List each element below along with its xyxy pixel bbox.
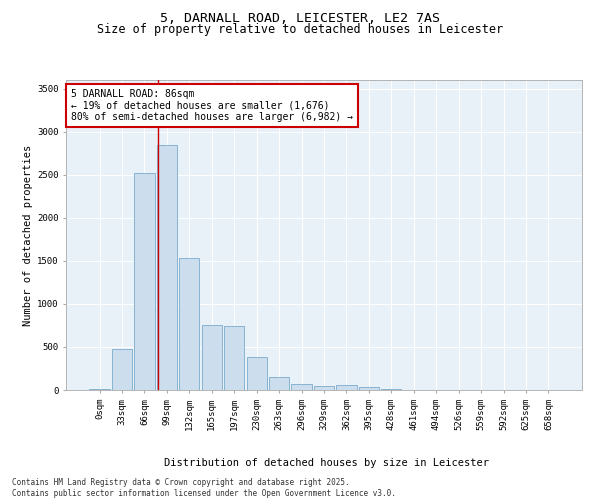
Text: 5, DARNALL ROAD, LEICESTER, LE2 7AS: 5, DARNALL ROAD, LEICESTER, LE2 7AS [160,12,440,26]
Text: Distribution of detached houses by size in Leicester: Distribution of detached houses by size … [164,458,490,468]
Bar [157,146,177,390]
Bar [314,386,334,390]
Bar [247,358,267,390]
Y-axis label: Number of detached properties: Number of detached properties [23,144,32,326]
Bar [224,326,244,390]
Bar [112,348,132,390]
Bar [202,326,222,390]
Text: Contains HM Land Registry data © Crown copyright and database right 2025.
Contai: Contains HM Land Registry data © Crown c… [12,478,396,498]
Text: Size of property relative to detached houses in Leicester: Size of property relative to detached ho… [97,22,503,36]
Bar [269,376,289,390]
Bar [359,386,379,390]
Bar [292,384,311,390]
Text: 5 DARNALL ROAD: 86sqm
← 19% of detached houses are smaller (1,676)
80% of semi-d: 5 DARNALL ROAD: 86sqm ← 19% of detached … [71,90,353,122]
Bar [134,173,155,390]
Bar [179,258,199,390]
Bar [337,386,356,390]
